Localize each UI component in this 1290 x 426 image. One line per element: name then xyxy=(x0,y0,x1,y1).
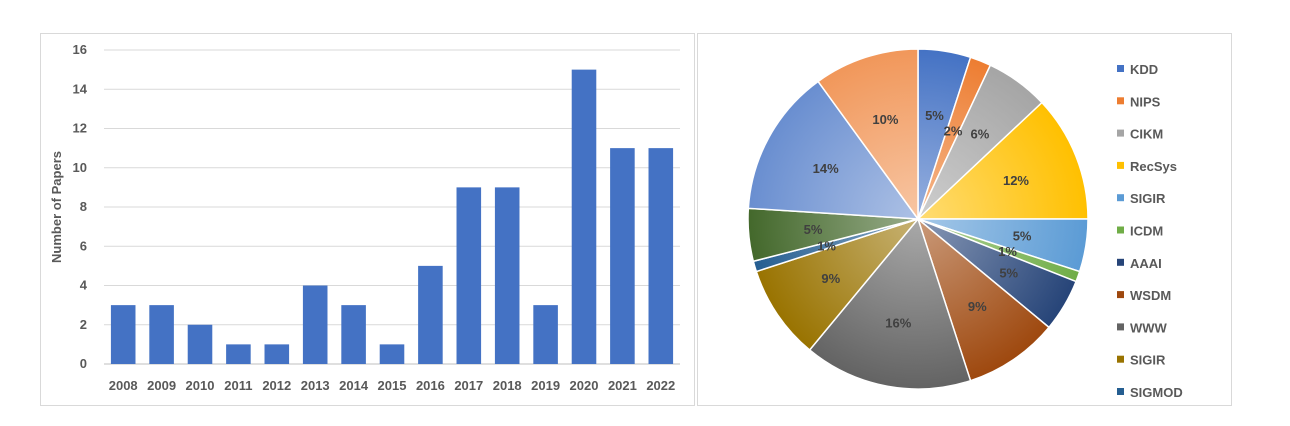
bar xyxy=(226,344,251,364)
x-tick-label: 2014 xyxy=(339,378,369,393)
legend-swatch xyxy=(1117,194,1124,202)
x-tick-label: 2016 xyxy=(416,378,445,393)
x-tick-label: 2015 xyxy=(378,378,407,393)
x-tick-label: 2021 xyxy=(608,378,637,393)
pie-data-label: 5% xyxy=(1013,228,1032,243)
y-tick-label: 8 xyxy=(80,199,87,214)
legend-swatch xyxy=(1117,65,1124,72)
pie-data-label: 16% xyxy=(885,316,911,331)
y-tick-label: 12 xyxy=(73,121,87,136)
bar xyxy=(494,187,520,364)
pie-slice xyxy=(916,216,1051,382)
pie-data-label: 2% xyxy=(944,123,963,138)
x-tick-label: 2020 xyxy=(570,378,599,393)
legend-swatch xyxy=(1117,226,1124,234)
y-axis-label: Number of Papers xyxy=(49,151,64,263)
pie-data-label: 9% xyxy=(821,271,840,286)
pie-slice xyxy=(817,48,919,222)
pie-data-label: 14% xyxy=(813,161,839,176)
bar xyxy=(418,265,443,364)
bar xyxy=(187,324,213,364)
pie-slice xyxy=(808,217,972,390)
pie-data-label: 5% xyxy=(804,222,823,237)
bar xyxy=(264,344,290,364)
bar xyxy=(149,305,174,364)
x-tick-label: 2018 xyxy=(493,378,522,393)
x-tick-label: 2009 xyxy=(147,378,176,393)
legend-label: SIGIR xyxy=(1130,191,1166,206)
bar xyxy=(456,187,482,364)
x-tick-label: 2012 xyxy=(262,378,291,393)
pie-slice xyxy=(755,217,921,352)
bar xyxy=(341,305,366,364)
pie-data-label: 12% xyxy=(1003,173,1029,188)
y-tick-label: 14 xyxy=(73,81,88,96)
x-tick-label: 2019 xyxy=(531,378,560,393)
pie-data-label: 5% xyxy=(999,266,1018,281)
bar xyxy=(533,305,558,364)
y-tick-label: 6 xyxy=(80,238,87,253)
y-tick-label: 10 xyxy=(73,160,87,175)
pie-chart: 5%2% 6%12%5%1%5%9%16%9%1%5%14%10%KDDNIPSC… xyxy=(747,48,1183,400)
x-tick-label: 2017 xyxy=(454,378,483,393)
x-tick-label: 2008 xyxy=(109,378,138,393)
bar xyxy=(610,148,635,364)
bar xyxy=(302,285,328,364)
legend-label: RecSys xyxy=(1130,159,1177,174)
legend-swatch xyxy=(1117,388,1124,395)
bar xyxy=(110,305,136,364)
legend-label: AAAI xyxy=(1130,256,1162,271)
pie-data-label: 5% xyxy=(925,108,944,123)
x-tick-label: 2011 xyxy=(224,378,252,393)
pie-slice xyxy=(916,101,1089,220)
bar xyxy=(648,148,674,364)
bar-chart-panel: 0 2 4 6 8 10 12 14 16 Number of Papers 2008 2009 201… xyxy=(40,33,695,406)
legend-swatch xyxy=(1117,258,1124,266)
legend-swatch xyxy=(1117,355,1124,363)
bar xyxy=(571,69,597,364)
legend-swatch xyxy=(1117,161,1124,169)
x-tick-label: 2010 xyxy=(186,378,215,393)
pie-slice xyxy=(747,80,920,220)
y-tick-label: 2 xyxy=(80,317,87,332)
legend-swatch xyxy=(1117,129,1124,137)
legend-label: SIGIR xyxy=(1130,353,1166,368)
bar xyxy=(379,344,405,364)
pie-data-label: 1% xyxy=(817,239,836,254)
pie-chart-panel: 5% 2% 6% 12% 5% 1% 5% 9% 16% 9% 1% 5% 14% 10% KDD NIPS C… xyxy=(697,33,1232,406)
legend-label: WWW xyxy=(1130,320,1168,335)
y-tick-label: 0 xyxy=(80,356,87,371)
legend-label: NIPS xyxy=(1130,94,1161,109)
legend-swatch xyxy=(1117,323,1124,331)
bar-chart: 0 2 4 6 8 10 12 14 16 Number of Papers 2008 2009 201… xyxy=(49,42,680,393)
legend-swatch xyxy=(1117,97,1124,105)
y-tick-label: 16 xyxy=(73,42,87,57)
pie-data-label: 9% xyxy=(968,299,987,314)
pie-data-label: 6% xyxy=(971,127,990,142)
legend-label: SIGMOD xyxy=(1130,385,1183,400)
legend-label: CIKM xyxy=(1130,127,1163,142)
legend-label: ICDM xyxy=(1130,224,1163,239)
legend-swatch xyxy=(1117,291,1124,299)
x-tick-label: 2022 xyxy=(646,378,675,393)
pie-data-label: 10% xyxy=(872,112,898,127)
legend-label: KDD xyxy=(1130,62,1158,77)
y-tick-label: 4 xyxy=(80,278,88,293)
x-tick-label: 2013 xyxy=(301,378,330,393)
legend-label: WSDM xyxy=(1130,288,1171,303)
pie-data-label: 1% xyxy=(998,244,1017,259)
